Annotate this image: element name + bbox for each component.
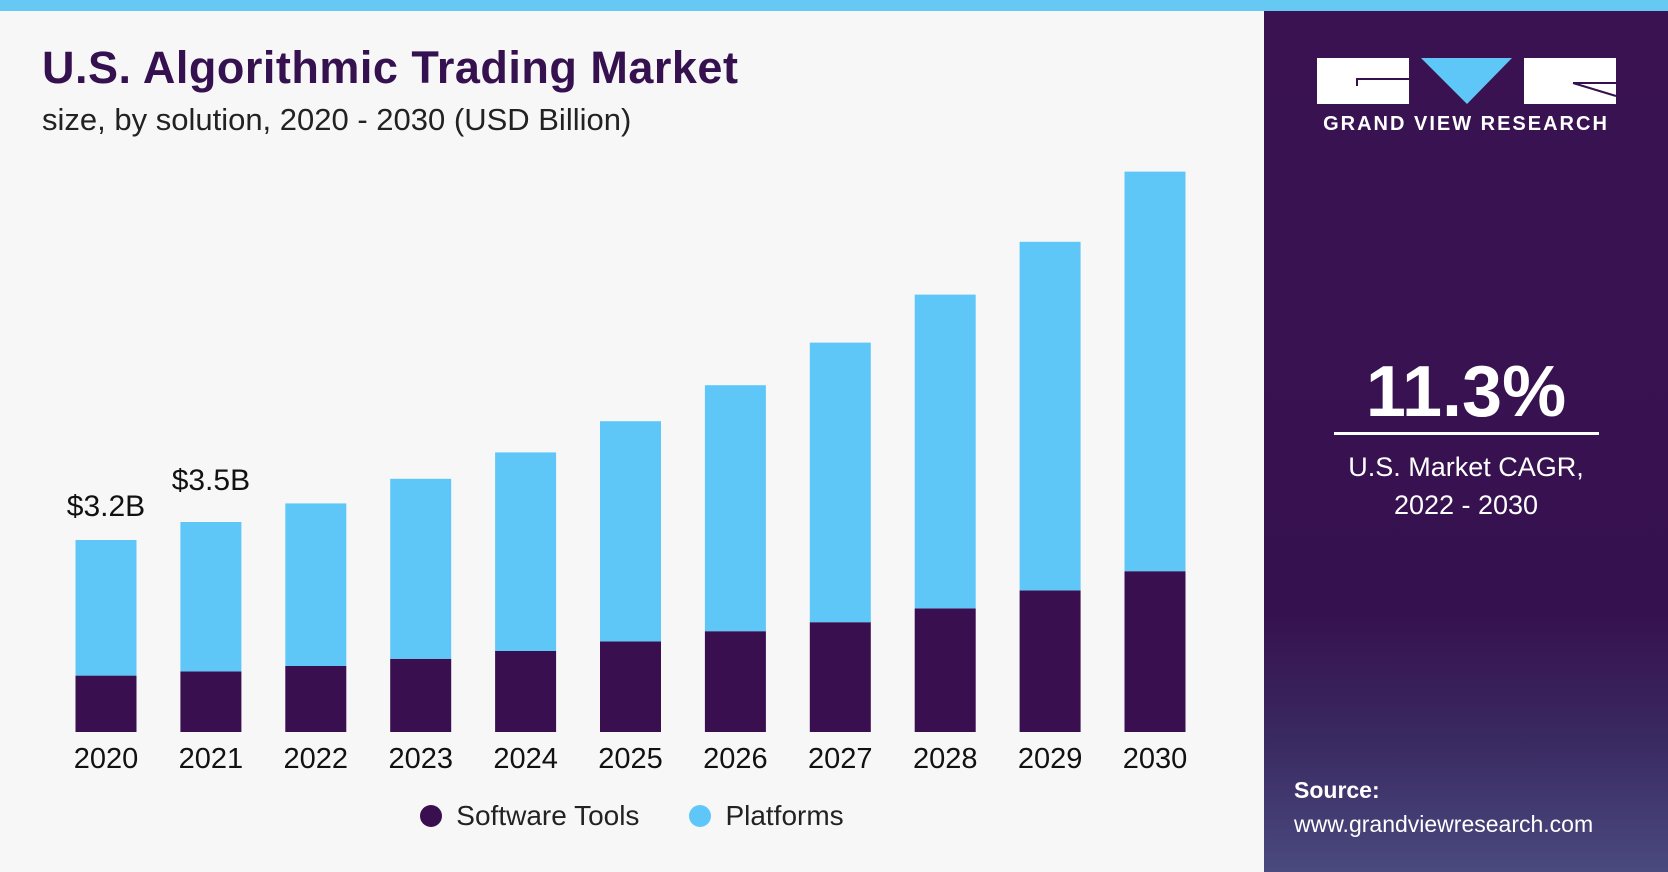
chart-title: U.S. Algorithmic Trading Market	[42, 42, 739, 93]
bar-software-tools-2020	[75, 675, 137, 732]
legend-label: Platforms	[725, 800, 844, 831]
data-label: $3.2B	[67, 490, 145, 523]
bar-software-tools-2021	[180, 671, 242, 732]
x-tick-label: 2028	[913, 743, 978, 775]
bar-platforms-2028	[914, 294, 976, 609]
bar-platforms-2027	[809, 342, 871, 623]
top-accent-strip	[0, 0, 1668, 11]
bar-platforms-2030	[1124, 171, 1186, 572]
stacked-bar-chart: 2020 $3.2B 2021 $3.5B 2022 2023 2024 2025 2026 20…	[67, 171, 1188, 775]
bar-platforms-2023	[390, 478, 452, 659]
bar-software-tools-2028	[914, 608, 976, 732]
data-label: $3.5B	[172, 464, 250, 497]
legend-item-software-tools: Software Tools	[420, 800, 639, 832]
x-tick-label: 2030	[1123, 743, 1188, 775]
legend: Software Tools Platforms	[0, 800, 1264, 832]
source-url[interactable]: www.grandviewresearch.com	[1294, 811, 1594, 837]
cagr-label: U.S. Market CAGR, 2022 - 2030	[1264, 448, 1668, 524]
legend-swatch-platforms	[689, 805, 712, 827]
side-panel: GRAND VIEW RESEARCH 11.3% U.S. Market CA…	[1264, 11, 1668, 872]
bar-platforms-2029	[1019, 241, 1081, 591]
chart-subtitle: size, by solution, 2020 - 2030 (USD Bill…	[42, 102, 632, 137]
bar-software-tools-2027	[809, 622, 871, 732]
cagr-label-line-2: 2022 - 2030	[1393, 490, 1539, 520]
x-tick-label: 2021	[179, 743, 244, 775]
grand-view-research-logo	[1317, 58, 1617, 104]
bar-software-tools-2025	[600, 641, 661, 732]
cagr-label-line-1: U.S. Market CAGR,	[1348, 452, 1584, 482]
bar-software-tools-2023	[390, 658, 452, 732]
x-tick-label: 2022	[284, 743, 349, 775]
divider	[1334, 432, 1599, 435]
legend-label: Software Tools	[456, 800, 640, 831]
bar-platforms-2024	[495, 452, 557, 651]
x-tick-label: 2027	[808, 743, 873, 775]
bar-platforms-2022	[285, 503, 347, 666]
bar-software-tools-2026	[704, 631, 766, 732]
brand-name: GRAND VIEW RESEARCH	[1323, 113, 1609, 135]
x-tick-label: 2020	[74, 743, 139, 775]
x-tick-label: 2023	[388, 743, 453, 775]
bar-software-tools-2022	[285, 666, 347, 732]
legend-item-platforms: Platforms	[689, 800, 844, 832]
x-tick-label: 2026	[703, 743, 768, 775]
bar-software-tools-2029	[1019, 590, 1081, 732]
bar-platforms-2020	[75, 540, 137, 676]
bar-platforms-2026	[704, 385, 766, 632]
bar-software-tools-2024	[495, 651, 557, 732]
source-label: Source:	[1294, 777, 1380, 803]
cagr-value: 11.3%	[1365, 352, 1567, 432]
bar-platforms-2021	[180, 522, 242, 672]
x-tick-label: 2024	[493, 743, 558, 775]
x-tick-label: 2025	[598, 743, 663, 775]
bar-software-tools-2030	[1124, 571, 1186, 732]
legend-swatch-software-tools	[420, 805, 443, 827]
bar-platforms-2025	[600, 421, 661, 642]
x-tick-label: 2029	[1018, 743, 1083, 775]
